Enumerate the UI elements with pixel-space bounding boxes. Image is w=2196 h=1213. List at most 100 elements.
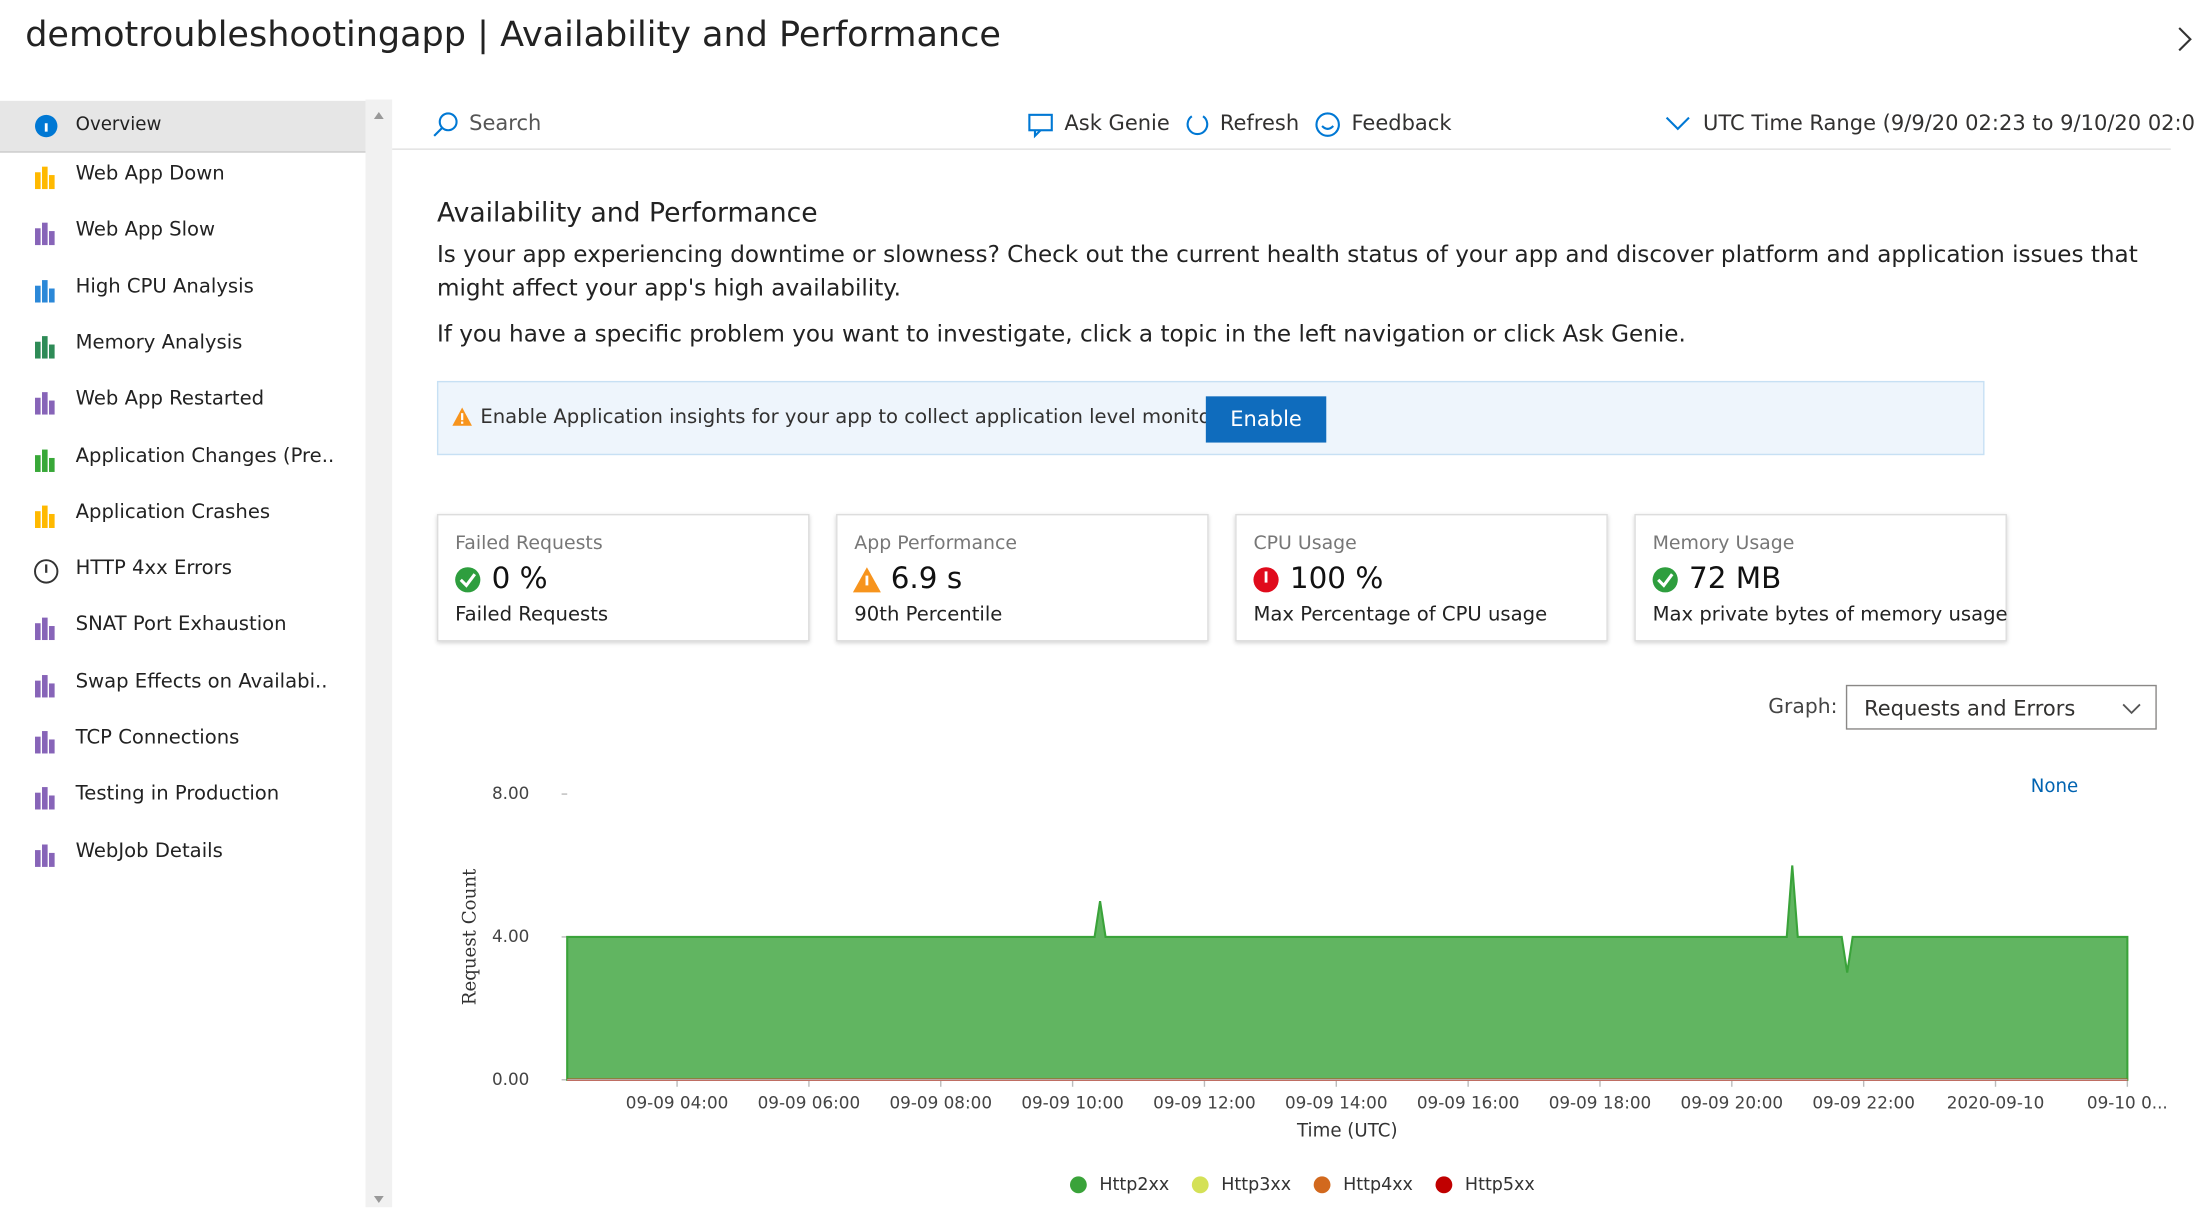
nav-item[interactable]: WebJob Details <box>0 829 366 879</box>
legend-marker[interactable] <box>1069 1176 1087 1194</box>
status-shape <box>455 567 481 593</box>
status-shape <box>1652 567 1678 593</box>
genie-icon <box>1028 113 1053 139</box>
metric-card: CPU Usage 100 % Max Percentage of CPU usag… <box>1235 513 1608 642</box>
nav-icon <box>35 223 55 246</box>
icon-shape <box>35 285 41 302</box>
nav-item[interactable]: HTTP 4xx Errors <box>0 546 366 596</box>
nav-icon <box>35 448 55 472</box>
x-tick-label: 09-09 14:00 <box>1285 1093 1388 1113</box>
legend-label[interactable]: Http5xx <box>1465 1175 1535 1195</box>
nav-icon <box>35 787 55 810</box>
legend-marker[interactable] <box>1313 1176 1331 1194</box>
nav-item[interactable]: TCP Connections <box>0 716 366 766</box>
icon-shape <box>42 335 48 359</box>
icon-shape <box>45 564 48 573</box>
legend-label[interactable]: Http2xx <box>1099 1175 1169 1195</box>
card-subtitle: Failed Requests <box>455 603 609 627</box>
area <box>566 865 2129 1081</box>
nav-label[interactable]: TCP Connections <box>75 726 240 750</box>
nav-item[interactable]: SNAT Port Exhaustion <box>0 603 366 653</box>
nav-label[interactable]: WebJob Details <box>75 839 223 863</box>
status-icon <box>455 567 481 593</box>
status-shape <box>459 573 477 588</box>
chart-link[interactable]: None <box>2031 776 2078 797</box>
legend-marker[interactable] <box>1191 1176 1209 1194</box>
nav-label[interactable]: HTTP 4xx Errors <box>75 557 232 580</box>
nav-label[interactable]: Web App Slow <box>75 218 216 242</box>
icon-shape <box>49 683 55 698</box>
nav-item[interactable]: Swap Effects on Availabi.. <box>0 659 366 709</box>
nav-label[interactable]: Web App Restarted <box>75 388 265 411</box>
card-title: CPU Usage <box>1253 532 1357 555</box>
nav-icon <box>35 166 55 190</box>
nav-item[interactable]: Memory Analysis <box>0 321 366 371</box>
icon-shape <box>49 231 55 246</box>
nav-label[interactable]: Application Crashes <box>75 501 271 524</box>
nav-icon <box>35 392 55 415</box>
icon-shape <box>34 559 59 584</box>
search-box[interactable]: Search <box>469 110 542 136</box>
legend-label[interactable]: Http4xx <box>1343 1175 1413 1195</box>
warning-icon <box>452 407 472 426</box>
y-tick-label: 8.00 <box>492 783 529 803</box>
nav-item[interactable]: Application Changes (Pre.. <box>0 433 366 483</box>
x-tick-label: 09-09 10:00 <box>1021 1093 1124 1113</box>
nav-icon <box>35 335 55 359</box>
nav-item-selected[interactable]: Overview <box>0 100 366 153</box>
legend-label[interactable]: Http3xx <box>1221 1175 1291 1195</box>
nav-item[interactable]: Application Crashes <box>0 490 366 540</box>
icon-shape <box>42 448 48 472</box>
feedback-button[interactable]: Feedback <box>1351 110 1452 136</box>
nav-label[interactable]: Swap Effects on Availabi.. <box>75 670 328 693</box>
nav-icon <box>34 559 59 584</box>
nav-item[interactable]: Web App Slow <box>0 208 366 258</box>
nav-label[interactable]: SNAT Port Exhaustion <box>75 613 287 637</box>
nav-item[interactable]: Testing in Production <box>0 772 366 822</box>
nav-item[interactable]: High CPU Analysis <box>0 264 366 314</box>
nav-item[interactable]: Web App Restarted <box>0 377 366 427</box>
icon-shape <box>44 123 48 132</box>
nav-label[interactable]: Application Changes (Pre.. <box>75 444 335 468</box>
nav-item[interactable]: Web App Down <box>0 151 366 201</box>
icon-shape <box>42 279 48 302</box>
nav-icon <box>35 279 55 302</box>
close-icon[interactable] <box>2174 25 2196 56</box>
ask-genie-button[interactable]: Ask Genie <box>1064 110 1170 136</box>
nav-icon <box>35 843 55 867</box>
status-icon <box>1253 567 1279 593</box>
graph-dropdown[interactable]: Requests and Errors <box>1845 684 2157 730</box>
x-tick-label: 09-09 16:00 <box>1417 1093 1520 1113</box>
banner-text: Enable Application insights for your app… <box>480 406 1300 429</box>
icon-shape <box>35 793 41 810</box>
card-value: 0 % <box>491 561 548 596</box>
card-subtitle: Max private bytes of memory usage <box>1652 603 2008 627</box>
icon-shape <box>35 398 41 415</box>
legend-marker[interactable] <box>1435 1176 1453 1194</box>
time-range-button[interactable]: UTC Time Range (9/9/20 02:23 to 9/10/20 … <box>1703 110 2196 136</box>
nav-label[interactable]: Memory Analysis <box>75 331 243 355</box>
nav-label[interactable]: Testing in Production <box>75 783 280 806</box>
icon-shape <box>49 852 55 867</box>
graph-selected: Requests and Errors <box>1864 696 2076 722</box>
status-shape <box>1657 573 1674 588</box>
nav-label[interactable]: High CPU Analysis <box>75 275 254 298</box>
x-tick-label: 09-09 20:00 <box>1681 1093 1784 1113</box>
nav-label[interactable]: Overview <box>75 114 162 136</box>
feedback-icon <box>1315 112 1340 137</box>
x-tick-label: 09-09 04:00 <box>626 1093 729 1113</box>
nav-label[interactable]: Web App Down <box>75 162 225 185</box>
icon-shape <box>42 731 48 754</box>
icon-shape <box>49 175 55 190</box>
icon-shape <box>49 513 55 528</box>
nav-icon <box>35 505 55 528</box>
refresh-button[interactable]: Refresh <box>1219 110 1300 136</box>
section-heading: Availability and Performance <box>436 197 818 229</box>
icon-shape <box>35 849 41 867</box>
icon-shape <box>35 228 41 246</box>
enable-button[interactable]: Enable <box>1205 396 1327 443</box>
scrollbar[interactable] <box>365 99 393 1208</box>
icon-shape <box>35 623 41 641</box>
